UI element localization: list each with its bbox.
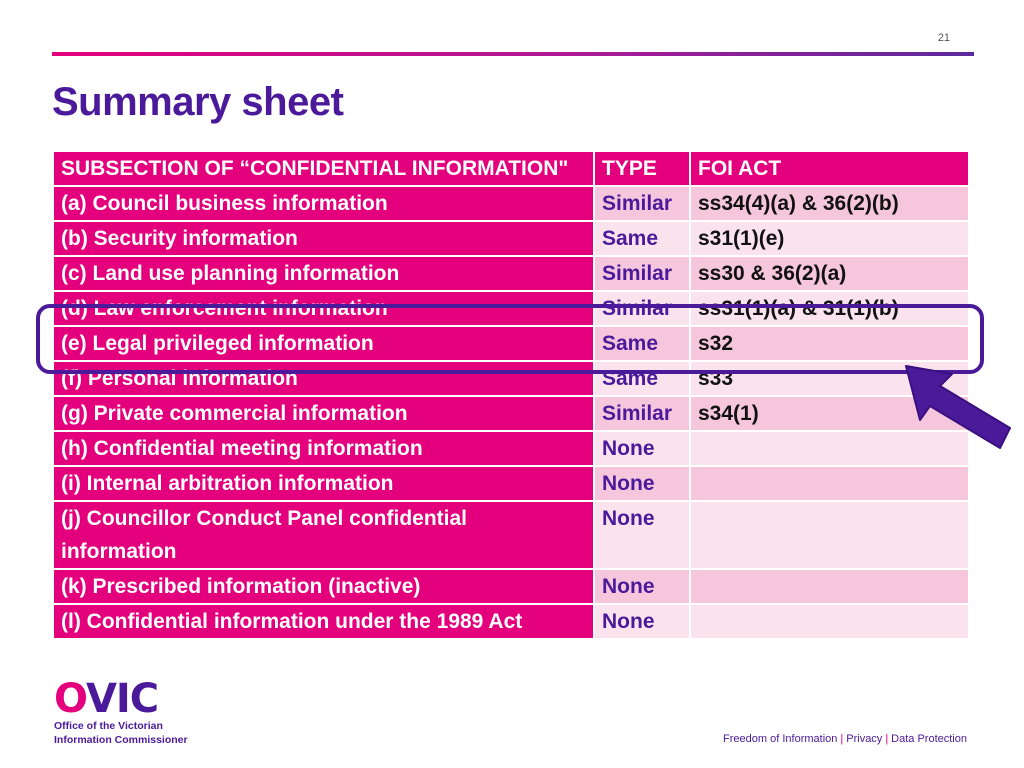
logo-text-line1: Office of the Victorian xyxy=(54,720,163,732)
type-cell: Similar xyxy=(593,185,691,222)
subsection-cell: (c) Land use planning information xyxy=(52,255,595,292)
type-cell: None xyxy=(593,430,691,467)
page-number: 21 xyxy=(937,32,950,44)
footer-foi: Freedom of Information xyxy=(723,733,838,745)
subsection-cell: (i) Internal arbitration information xyxy=(52,465,595,502)
subsection-cell: (e) Legal privileged information xyxy=(52,325,595,362)
summary-table: SUBSECTION OF “CONFIDENTIAL INFORMATION"… xyxy=(52,150,970,640)
table-row: (c) Land use planning information Simila… xyxy=(52,255,970,292)
foi-act-cell: ss30 & 36(2)(a) xyxy=(689,255,970,292)
subsection-cell: (b) Security information xyxy=(52,220,595,257)
table-row: (e) Legal privileged information Same s3… xyxy=(52,325,970,362)
foi-act-cell xyxy=(689,603,970,640)
column-header-subsection: SUBSECTION OF “CONFIDENTIAL INFORMATION" xyxy=(52,150,595,187)
type-cell: Same xyxy=(593,220,691,257)
type-cell: None xyxy=(593,603,691,640)
logo-text-line2: Information Commissioner xyxy=(54,734,188,746)
pointer-arrow-icon xyxy=(905,365,1011,449)
table-row: (d) Law enforcement information Similar … xyxy=(52,290,970,327)
foi-act-cell: ss31(1)(a) & 31(1)(b) xyxy=(689,290,970,327)
table-header-row: SUBSECTION OF “CONFIDENTIAL INFORMATION"… xyxy=(52,150,970,187)
subsection-cell: (k) Prescribed information (inactive) xyxy=(52,568,595,605)
subsection-cell: (g) Private commercial information xyxy=(52,395,595,432)
footer-privacy: Privacy xyxy=(846,733,883,745)
type-cell: None xyxy=(593,500,691,570)
table-row: (h) Confidential meeting information Non… xyxy=(52,430,970,467)
type-cell: Similar xyxy=(593,255,691,292)
type-cell: Same xyxy=(593,325,691,362)
ovic-logo-mark: OVIC xyxy=(54,676,159,722)
footer-separator: | xyxy=(885,733,889,745)
ovic-logo: OVIC Office of the Victorian Information… xyxy=(54,676,188,746)
subsection-cell: (j) Councillor Conduct Panel confidentia… xyxy=(52,500,595,570)
subsection-cell: (h) Confidential meeting information xyxy=(52,430,595,467)
column-header-type: TYPE xyxy=(593,150,691,187)
footer-tagline: Freedom of Information | Privacy | Data Prot… xyxy=(640,733,967,745)
foi-act-cell xyxy=(689,500,970,570)
footer-separator: | xyxy=(840,733,844,745)
type-cell: Similar xyxy=(593,395,691,432)
type-cell: Same xyxy=(593,360,691,397)
foi-act-cell xyxy=(689,465,970,502)
foi-act-cell xyxy=(689,568,970,605)
foi-act-cell: s32 xyxy=(689,325,970,362)
table-row: (b) Security information Same s31(1)(e) xyxy=(52,220,970,257)
subsection-cell: (l) Confidential information under the 1… xyxy=(52,603,595,640)
table-row: (a) Council business information Similar… xyxy=(52,185,970,222)
foi-act-cell: s31(1)(e) xyxy=(689,220,970,257)
table-row: (i) Internal arbitration information Non… xyxy=(52,465,970,502)
foi-act-cell: ss34(4)(a) & 36(2)(b) xyxy=(689,185,970,222)
table-row: (k) Prescribed information (inactive) No… xyxy=(52,568,970,605)
table-row: (g) Private commercial information Simil… xyxy=(52,395,970,432)
type-cell: Similar xyxy=(593,290,691,327)
type-cell: None xyxy=(593,465,691,502)
subsection-cell: (a) Council business information xyxy=(52,185,595,222)
table-row: (j) Councillor Conduct Panel confidentia… xyxy=(52,500,970,570)
footer-data-protection: Data Protection xyxy=(891,733,967,745)
subsection-cell: (d) Law enforcement information xyxy=(52,290,595,327)
header-divider xyxy=(52,52,974,56)
table-row: (l) Confidential information under the 1… xyxy=(52,603,970,640)
page-title: Summary sheet xyxy=(52,80,344,124)
column-header-foi-act: FOI ACT xyxy=(689,150,970,187)
table-row: (f) Personal information Same s33 xyxy=(52,360,970,397)
type-cell: None xyxy=(593,568,691,605)
subsection-cell: (f) Personal information xyxy=(52,360,595,397)
foi-act-cell xyxy=(689,430,970,467)
